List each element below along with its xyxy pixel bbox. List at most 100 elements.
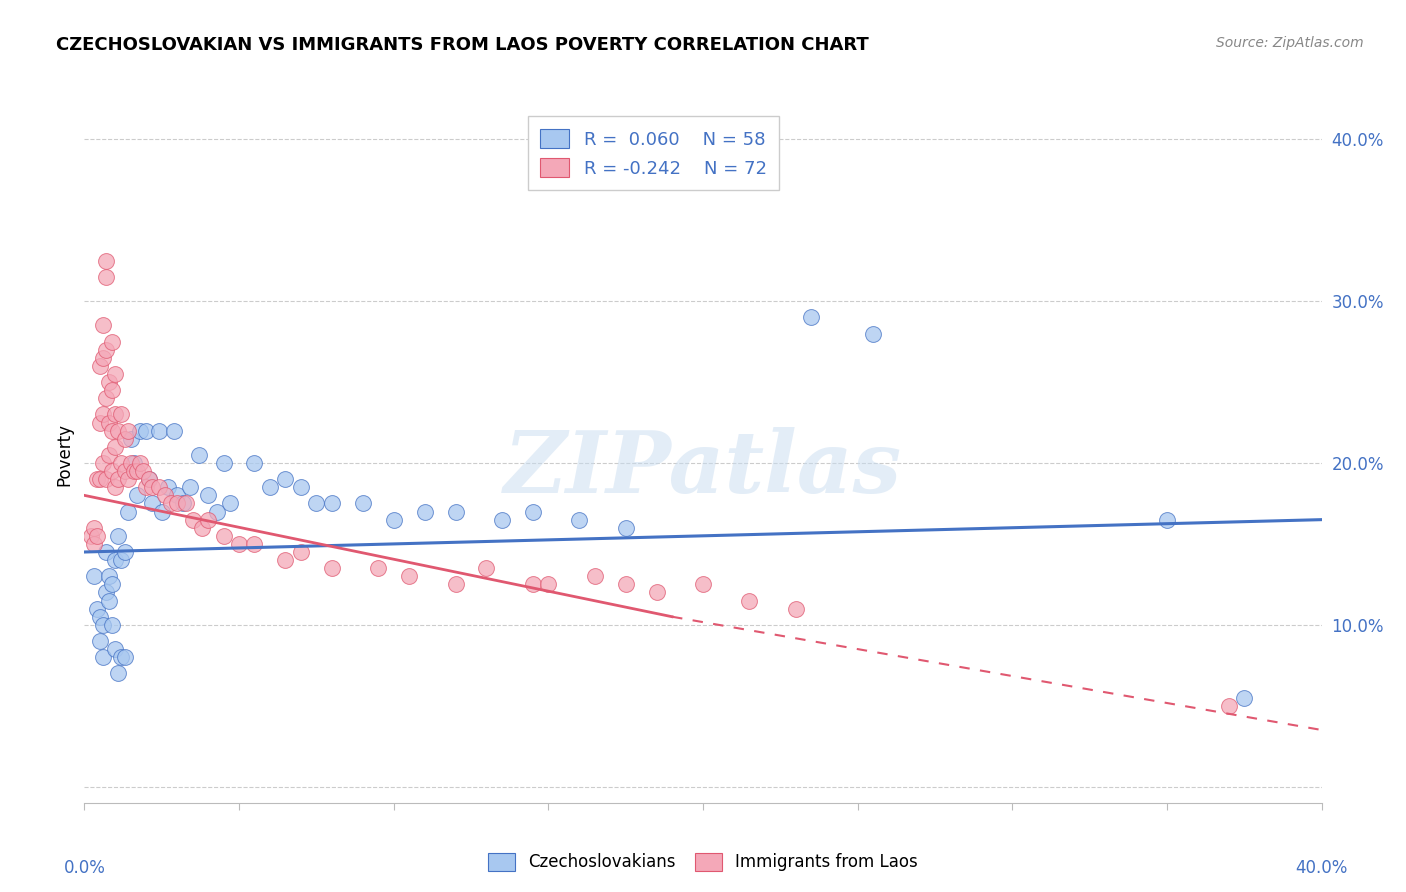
Point: [160, 496, 183, 510]
Point: [91, 318, 114, 333]
Point: [132, 464, 155, 478]
Point: [138, 472, 160, 486]
Point: [243, 537, 266, 551]
Point: [104, 642, 127, 657]
Point: [129, 424, 152, 438]
Point: [290, 480, 312, 494]
Point: [475, 561, 498, 575]
Point: [148, 424, 170, 438]
Point: [110, 553, 132, 567]
Point: [91, 650, 114, 665]
Point: [101, 617, 124, 632]
Point: [110, 456, 132, 470]
Point: [101, 424, 124, 438]
Point: [98, 416, 121, 430]
Point: [259, 480, 281, 494]
Point: [110, 650, 132, 665]
Point: [104, 408, 127, 422]
Point: [125, 488, 148, 502]
Point: [187, 448, 209, 462]
Point: [107, 424, 129, 438]
Point: [141, 480, 163, 494]
Point: [212, 529, 235, 543]
Point: [290, 545, 312, 559]
Point: [367, 561, 389, 575]
Point: [83, 537, 105, 551]
Point: [98, 569, 121, 583]
Point: [91, 456, 114, 470]
Point: [382, 513, 405, 527]
Point: [522, 504, 544, 518]
Point: [1156, 513, 1178, 527]
Point: [114, 432, 136, 446]
Point: [800, 310, 823, 325]
Point: [94, 585, 117, 599]
Text: Source: ZipAtlas.com: Source: ZipAtlas.com: [1216, 36, 1364, 50]
Point: [89, 609, 111, 624]
Point: [104, 553, 127, 567]
Point: [94, 343, 117, 357]
Point: [98, 448, 121, 462]
Point: [101, 383, 124, 397]
Point: [228, 537, 250, 551]
Point: [86, 529, 108, 543]
Point: [110, 408, 132, 422]
Point: [148, 480, 170, 494]
Point: [150, 504, 173, 518]
Point: [738, 593, 761, 607]
Point: [692, 577, 714, 591]
Point: [117, 472, 139, 486]
Point: [197, 488, 219, 502]
Point: [101, 464, 124, 478]
Point: [568, 513, 591, 527]
Point: [129, 456, 152, 470]
Legend: Czechoslovakians, Immigrants from Laos: Czechoslovakians, Immigrants from Laos: [481, 846, 925, 878]
Point: [614, 521, 637, 535]
Point: [274, 553, 297, 567]
Point: [122, 456, 145, 470]
Point: [305, 496, 328, 510]
Point: [243, 456, 266, 470]
Point: [101, 334, 124, 349]
Point: [444, 504, 467, 518]
Point: [91, 617, 114, 632]
Point: [114, 650, 136, 665]
Point: [114, 545, 136, 559]
Point: [614, 577, 637, 591]
Point: [191, 521, 214, 535]
Point: [413, 504, 436, 518]
Point: [583, 569, 606, 583]
Point: [166, 488, 188, 502]
Point: [398, 569, 420, 583]
Point: [94, 253, 117, 268]
Point: [120, 432, 142, 446]
Point: [91, 351, 114, 365]
Point: [645, 585, 668, 599]
Text: 0.0%: 0.0%: [63, 859, 105, 878]
Point: [172, 496, 194, 510]
Y-axis label: Poverty: Poverty: [55, 424, 73, 486]
Point: [104, 440, 127, 454]
Point: [141, 496, 163, 510]
Point: [1218, 698, 1240, 713]
Point: [94, 269, 117, 284]
Point: [321, 561, 343, 575]
Point: [94, 472, 117, 486]
Point: [156, 480, 179, 494]
Point: [120, 456, 142, 470]
Point: [181, 513, 204, 527]
Point: [135, 424, 157, 438]
Point: [107, 666, 129, 681]
Point: [89, 472, 111, 486]
Point: [166, 496, 188, 510]
Point: [163, 424, 186, 438]
Point: [321, 496, 343, 510]
Point: [444, 577, 467, 591]
Point: [125, 464, 148, 478]
Point: [114, 464, 136, 478]
Point: [101, 577, 124, 591]
Point: [176, 496, 198, 510]
Point: [104, 367, 127, 381]
Point: [117, 424, 139, 438]
Point: [212, 456, 235, 470]
